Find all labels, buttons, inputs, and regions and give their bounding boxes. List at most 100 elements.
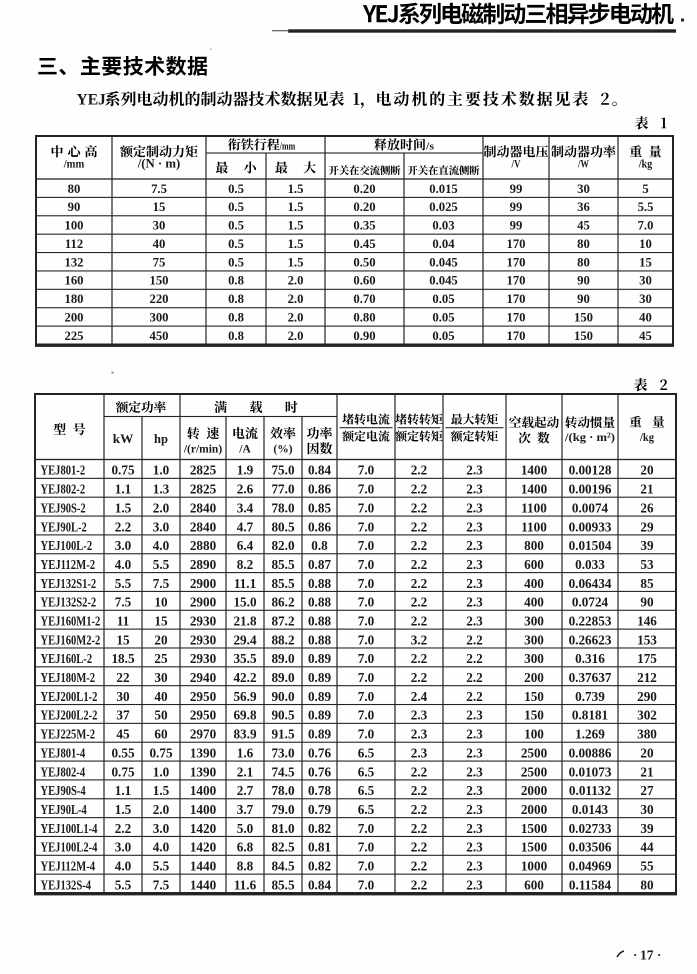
- svg-text:YEJ801-2: YEJ801-2: [41, 463, 86, 478]
- svg-text:1.0: 1.0: [153, 463, 170, 478]
- svg-text:0.78: 0.78: [308, 783, 331, 798]
- svg-text:170: 170: [506, 274, 525, 288]
- svg-text:kW: kW: [113, 432, 134, 446]
- svg-text:7.0: 7.0: [358, 840, 375, 855]
- svg-text:0.89: 0.89: [308, 708, 331, 723]
- svg-text:0.89: 0.89: [308, 670, 331, 685]
- svg-text:0.05: 0.05: [432, 329, 454, 343]
- svg-text:2.0: 2.0: [288, 274, 304, 288]
- svg-text:1390: 1390: [190, 745, 217, 760]
- svg-text:2.2: 2.2: [466, 670, 483, 685]
- svg-text:5.5: 5.5: [115, 576, 132, 591]
- svg-text:80: 80: [577, 237, 590, 251]
- svg-text:212: 212: [637, 670, 657, 685]
- svg-text:37: 37: [116, 708, 130, 723]
- svg-text:78.0: 78.0: [271, 500, 294, 515]
- svg-text:2.3: 2.3: [466, 519, 483, 534]
- svg-text:35.5: 35.5: [233, 651, 256, 666]
- svg-text:YEJ100L2-4: YEJ100L2-4: [41, 840, 98, 855]
- svg-text:YEJ160L-2: YEJ160L-2: [41, 651, 93, 666]
- svg-text:2.3: 2.3: [466, 840, 483, 855]
- svg-text:0.02733: 0.02733: [569, 821, 612, 836]
- svg-text:0.85: 0.85: [308, 500, 331, 515]
- svg-text:89.0: 89.0: [271, 670, 294, 685]
- svg-text:7.0: 7.0: [358, 614, 375, 629]
- svg-text:1500: 1500: [521, 840, 548, 855]
- svg-text:2.3: 2.3: [466, 821, 483, 836]
- svg-text:2970: 2970: [190, 727, 217, 742]
- svg-text:1400: 1400: [521, 463, 548, 478]
- svg-text:79.0: 79.0: [271, 802, 294, 817]
- svg-text:6.5: 6.5: [358, 745, 375, 760]
- svg-text:/W: /W: [577, 157, 589, 171]
- svg-text:0.015: 0.015: [429, 182, 458, 196]
- svg-text:55: 55: [640, 859, 654, 874]
- svg-text:0.5: 0.5: [228, 182, 244, 196]
- svg-text:2.2: 2.2: [115, 519, 132, 534]
- svg-text:7.0: 7.0: [358, 576, 375, 591]
- svg-text:YEJ160M2-2: YEJ160M2-2: [41, 632, 101, 647]
- svg-text:0.01132: 0.01132: [569, 783, 612, 798]
- svg-text:1.6: 1.6: [237, 745, 254, 760]
- svg-text:1000: 1000: [521, 859, 548, 874]
- svg-text:2.3: 2.3: [466, 557, 483, 572]
- svg-text:2.2: 2.2: [466, 651, 483, 666]
- svg-text:2.3: 2.3: [466, 859, 483, 874]
- svg-text:1100: 1100: [521, 519, 547, 534]
- svg-text:8.2: 8.2: [237, 557, 254, 572]
- svg-text:2.2: 2.2: [411, 877, 428, 892]
- svg-text:4.0: 4.0: [115, 557, 132, 572]
- svg-text:80.5: 80.5: [271, 519, 294, 534]
- svg-text:69.8: 69.8: [233, 708, 256, 723]
- svg-text:2.7: 2.7: [237, 783, 254, 798]
- svg-text:2.3: 2.3: [466, 595, 483, 610]
- svg-text:0.05: 0.05: [432, 292, 454, 306]
- svg-text:YEJ90S-2: YEJ90S-2: [41, 500, 87, 515]
- svg-text:0.86: 0.86: [308, 519, 331, 534]
- svg-text:7.0: 7.0: [358, 463, 375, 478]
- svg-text:0.06434: 0.06434: [569, 576, 612, 591]
- svg-text:2.2: 2.2: [411, 614, 428, 629]
- svg-text:2000: 2000: [521, 783, 548, 798]
- svg-text:0.8: 0.8: [228, 329, 244, 343]
- svg-text:0.05: 0.05: [432, 311, 454, 325]
- svg-text:1.5: 1.5: [288, 237, 304, 251]
- svg-text:2.2: 2.2: [411, 670, 428, 685]
- svg-text:0.025: 0.025: [429, 200, 458, 214]
- svg-text:0.45: 0.45: [353, 237, 375, 251]
- svg-text:0.03506: 0.03506: [569, 840, 612, 855]
- svg-text:2.0: 2.0: [288, 292, 304, 306]
- svg-text:0.84: 0.84: [308, 463, 331, 478]
- svg-text:89.0: 89.0: [271, 651, 294, 666]
- svg-text:0.0724: 0.0724: [572, 595, 609, 610]
- svg-text:/A: /A: [238, 444, 251, 456]
- svg-text:2.2: 2.2: [411, 764, 428, 779]
- svg-text:1.269: 1.269: [575, 727, 605, 742]
- svg-text:YEJ801-4: YEJ801-4: [41, 745, 86, 760]
- svg-text:7.0: 7.0: [358, 877, 375, 892]
- svg-text:YEJ: YEJ: [77, 92, 107, 109]
- svg-text:15.0: 15.0: [233, 595, 256, 610]
- svg-text:170: 170: [506, 329, 525, 343]
- svg-text:/mm: /mm: [63, 157, 84, 171]
- svg-text:600: 600: [524, 877, 544, 892]
- svg-text:7.0: 7.0: [358, 708, 375, 723]
- svg-text:0.0074: 0.0074: [572, 500, 609, 515]
- svg-text:2.2: 2.2: [115, 821, 132, 836]
- svg-text:YEJ200L1-2: YEJ200L1-2: [41, 689, 98, 704]
- svg-text:6.5: 6.5: [358, 783, 375, 798]
- svg-text:1.5: 1.5: [288, 182, 304, 196]
- svg-text:2.3: 2.3: [466, 764, 483, 779]
- svg-text:YEJ90L-4: YEJ90L-4: [41, 802, 88, 817]
- svg-text:150: 150: [524, 708, 544, 723]
- svg-text:75: 75: [153, 255, 166, 269]
- svg-text:400: 400: [524, 595, 544, 610]
- svg-text:29.4: 29.4: [233, 632, 256, 647]
- svg-text:2840: 2840: [190, 500, 217, 515]
- svg-text:2900: 2900: [190, 595, 217, 610]
- svg-text:/V: /V: [511, 157, 521, 171]
- svg-text:11: 11: [117, 614, 129, 629]
- svg-text:7.0: 7.0: [358, 632, 375, 647]
- svg-text:2840: 2840: [190, 519, 217, 534]
- svg-text:10: 10: [639, 237, 652, 251]
